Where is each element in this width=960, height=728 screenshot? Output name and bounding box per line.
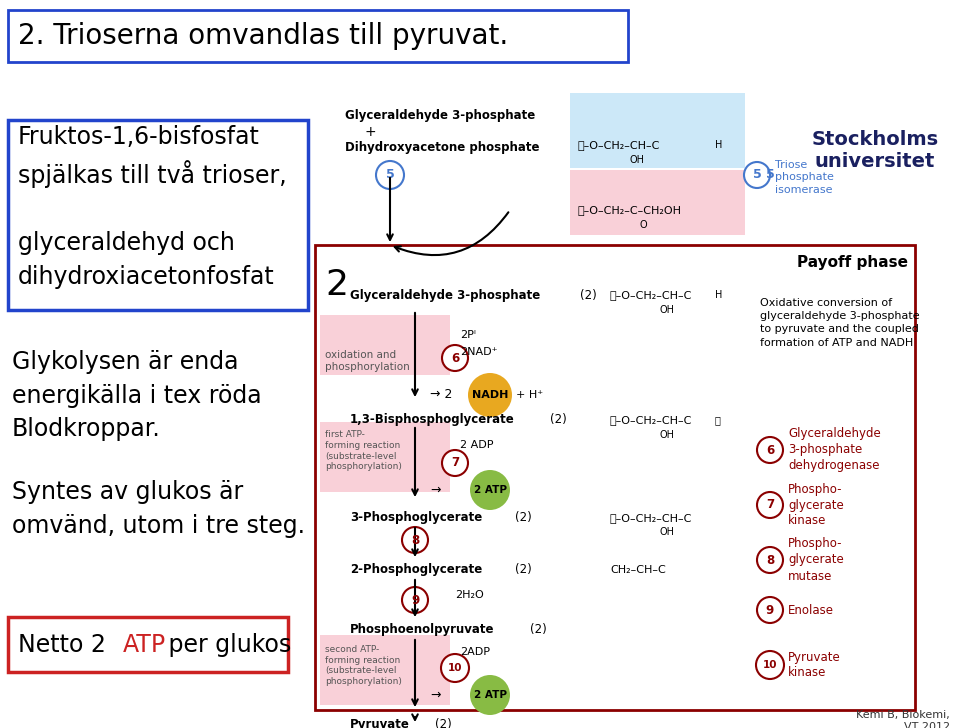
Circle shape [442, 450, 468, 476]
Text: O: O [640, 220, 648, 230]
Text: (2): (2) [515, 512, 532, 524]
Text: Ⓟ: Ⓟ [715, 415, 721, 425]
Text: 5: 5 [766, 168, 775, 181]
Circle shape [376, 161, 404, 189]
Text: Phospho-
glycerate
mutase: Phospho- glycerate mutase [788, 537, 844, 582]
Text: per glukos: per glukos [161, 633, 291, 657]
Text: Phosphoenolpyruvate: Phosphoenolpyruvate [350, 623, 494, 636]
Text: H: H [715, 290, 722, 300]
Text: Pyruvate: Pyruvate [350, 718, 410, 728]
Text: 8: 8 [411, 534, 420, 547]
Text: 2-Phosphoglycerate: 2-Phosphoglycerate [350, 563, 482, 577]
Text: 10: 10 [447, 663, 463, 673]
Text: →: → [430, 689, 441, 702]
Bar [320, 635, 450, 705]
Circle shape [470, 470, 510, 510]
Text: Kemi B, Biokemi,
VT 2012: Kemi B, Biokemi, VT 2012 [856, 710, 950, 728]
Text: 2H₂O: 2H₂O [455, 590, 484, 600]
Text: → 2: → 2 [430, 389, 452, 402]
Text: 2NAD⁺: 2NAD⁺ [460, 347, 497, 357]
Text: first ATP-
forming reaction
(substrate-level
phosphorylation): first ATP- forming reaction (substrate-l… [325, 430, 402, 471]
Text: →: → [430, 483, 441, 496]
Bar [8, 617, 288, 672]
Circle shape [442, 345, 468, 371]
Bar [8, 10, 628, 62]
Text: CH₂–CH–C: CH₂–CH–C [610, 565, 665, 575]
Circle shape [744, 162, 770, 188]
Text: OH: OH [660, 305, 675, 315]
Text: 10: 10 [763, 660, 778, 670]
Text: oxidation and
phosphorylation: oxidation and phosphorylation [325, 350, 410, 373]
Text: second ATP-
forming reaction
(substrate-level
phosphorylation): second ATP- forming reaction (substrate-… [325, 645, 402, 687]
Text: 5: 5 [386, 168, 395, 181]
Circle shape [757, 492, 783, 518]
Circle shape [468, 373, 512, 417]
Text: Syntes av glukos är
omvänd, utom i tre steg.: Syntes av glukos är omvänd, utom i tre s… [12, 480, 305, 537]
Text: OH: OH [660, 430, 675, 440]
Text: Ⓟ–O–CH₂–CH–C: Ⓟ–O–CH₂–CH–C [578, 140, 660, 150]
Bar [315, 245, 915, 710]
Text: NADH: NADH [471, 390, 508, 400]
Circle shape [402, 527, 428, 553]
Text: Glyceraldehyde 3-phosphate: Glyceraldehyde 3-phosphate [345, 108, 536, 122]
Text: Phospho-
glycerate
kinase: Phospho- glycerate kinase [788, 483, 844, 528]
Text: Dihydroxyacetone phosphate: Dihydroxyacetone phosphate [345, 141, 540, 154]
Text: 1,3-Bisphosphoglycerate: 1,3-Bisphosphoglycerate [350, 414, 515, 427]
Bar [320, 422, 450, 492]
Text: 6: 6 [451, 352, 459, 365]
Text: 2 ADP: 2 ADP [460, 440, 493, 450]
Text: Ⓟ–O–CH₂–CH–C: Ⓟ–O–CH₂–CH–C [610, 513, 692, 523]
Bar [570, 93, 745, 168]
Circle shape [757, 437, 783, 463]
Text: (2): (2) [580, 288, 597, 301]
Text: Glyceraldehyde
3-phosphate
dehydrogenase: Glyceraldehyde 3-phosphate dehydrogenase [788, 427, 880, 472]
Text: Stockholms
universitet: Stockholms universitet [811, 130, 939, 171]
Circle shape [441, 654, 469, 682]
Text: OH: OH [630, 155, 645, 165]
Text: 2 ATP: 2 ATP [473, 485, 507, 495]
Text: 8: 8 [766, 553, 774, 566]
Text: 2. Trioserna omvandlas till pyruvat.: 2. Trioserna omvandlas till pyruvat. [18, 22, 508, 50]
Circle shape [757, 547, 783, 573]
Text: Triose
phosphate
isomerase: Triose phosphate isomerase [775, 160, 834, 195]
Text: +: + [365, 125, 376, 139]
Text: Ⓟ–O–CH₂–CH–C: Ⓟ–O–CH₂–CH–C [610, 290, 692, 300]
Text: Netto 2: Netto 2 [18, 633, 113, 657]
Text: Payoff phase: Payoff phase [797, 255, 908, 270]
Text: OH: OH [660, 527, 675, 537]
Text: 7: 7 [766, 499, 774, 512]
Text: (2): (2) [550, 414, 566, 427]
Text: Glykolysen är enda
energikälla i tex röda
Blodkroppar.: Glykolysen är enda energikälla i tex röd… [12, 350, 262, 441]
Text: 2Pᴵ: 2Pᴵ [460, 330, 476, 340]
Text: Glyceraldehyde 3-phosphate: Glyceraldehyde 3-phosphate [350, 288, 540, 301]
Bar [8, 120, 308, 310]
Text: Enolase: Enolase [788, 604, 834, 617]
Text: + H⁺: + H⁺ [516, 390, 543, 400]
Text: 2 ATP: 2 ATP [473, 690, 507, 700]
Text: Oxidative conversion of
glyceraldehyde 3-phosphate
to pyruvate and the coupled
f: Oxidative conversion of glyceraldehyde 3… [760, 298, 920, 347]
Text: 9: 9 [766, 604, 774, 617]
Text: ATP: ATP [123, 633, 166, 657]
Text: Ⓟ–O–CH₂–C–CH₂OH: Ⓟ–O–CH₂–C–CH₂OH [578, 205, 682, 215]
Text: 2: 2 [325, 268, 348, 302]
Text: 9: 9 [411, 593, 420, 606]
Text: Fruktos-1,6-bisfosfat
spjälkas till två trioser,

glyceraldehyd och
dihydroxiace: Fruktos-1,6-bisfosfat spjälkas till två … [18, 125, 287, 289]
Text: 3-Phosphoglycerate: 3-Phosphoglycerate [350, 512, 482, 524]
Text: H: H [715, 140, 722, 150]
Circle shape [470, 675, 510, 715]
Bar [570, 170, 745, 235]
Text: Ⓟ–O–CH₂–CH–C: Ⓟ–O–CH₂–CH–C [610, 415, 692, 425]
Text: (2): (2) [435, 718, 452, 728]
Bar [320, 315, 450, 375]
Circle shape [402, 587, 428, 613]
Text: 7: 7 [451, 456, 459, 470]
Text: 5: 5 [753, 168, 761, 181]
Text: 6: 6 [766, 443, 774, 456]
Circle shape [756, 651, 784, 679]
Circle shape [757, 597, 783, 623]
Text: (2): (2) [530, 623, 547, 636]
Text: (2): (2) [515, 563, 532, 577]
Text: Pyruvate
kinase: Pyruvate kinase [788, 651, 841, 679]
Text: 2ADP: 2ADP [460, 647, 490, 657]
